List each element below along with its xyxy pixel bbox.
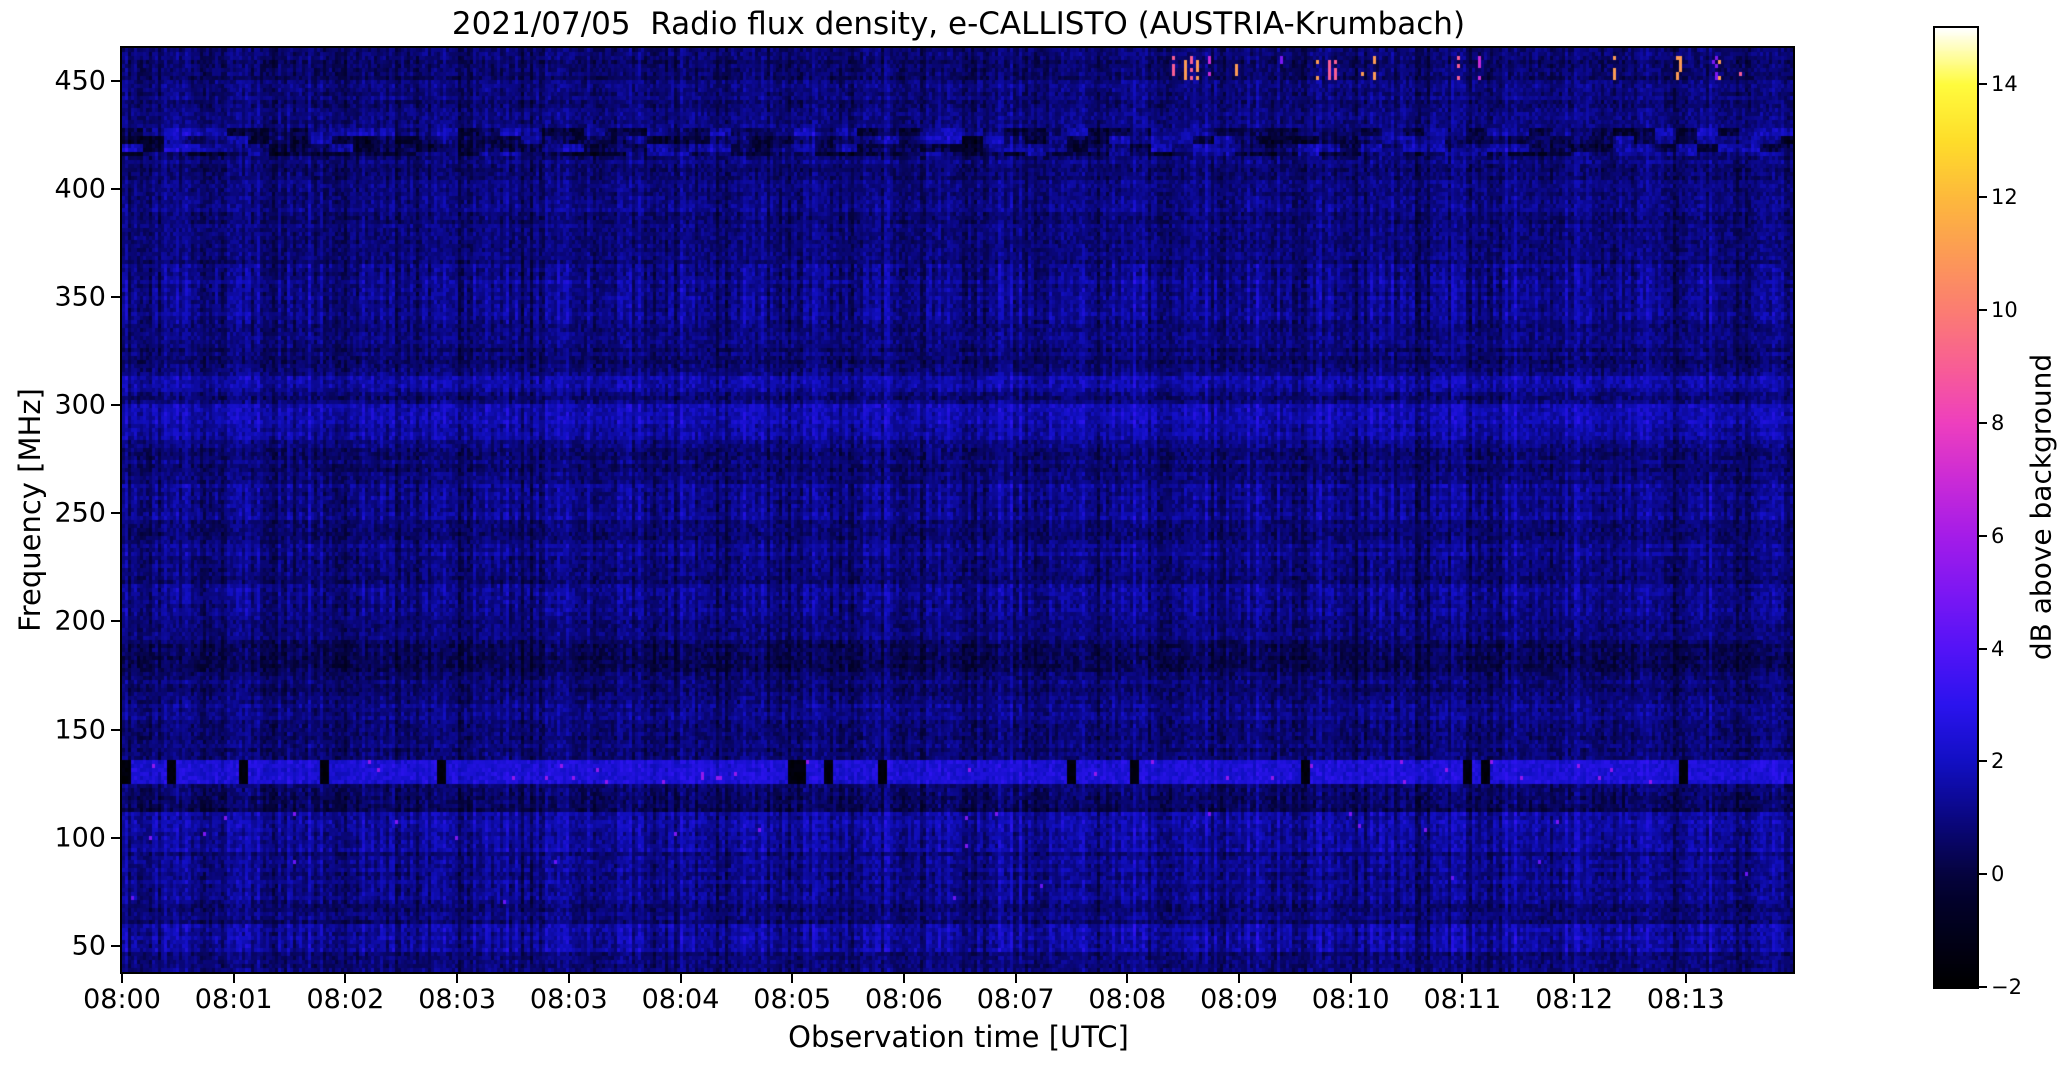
x-tick-mark: [679, 974, 682, 983]
y-tick-label: 300: [54, 389, 106, 421]
x-tick-label: 08:03: [418, 984, 496, 1015]
x-tick-label: 08:04: [641, 984, 720, 1015]
y-tick-mark: [111, 404, 120, 407]
colorbar-tick-mark: [1979, 534, 1987, 537]
x-tick-mark: [1573, 974, 1576, 983]
x-tick-mark: [1349, 974, 1352, 983]
x-tick-label: 08:11: [1423, 984, 1502, 1015]
x-tick-label: 08:03: [529, 984, 608, 1015]
x-tick-label: 08:09: [1200, 984, 1278, 1015]
spectrogram-heatmap: [122, 48, 1793, 972]
x-tick-mark: [1461, 974, 1464, 983]
x-tick-mark: [1126, 974, 1129, 983]
colorbar-tick-mark: [1979, 873, 1987, 876]
x-tick-mark: [791, 974, 794, 983]
y-tick-label: 200: [54, 605, 106, 637]
x-tick-label: 08:13: [1646, 984, 1725, 1015]
y-tick-mark: [111, 187, 120, 190]
x-tick-mark: [567, 974, 570, 983]
x-tick-mark: [902, 974, 905, 983]
colorbar-tick-label: 0: [1991, 862, 2005, 887]
colorbar-tick-label: 6: [1991, 523, 2005, 548]
x-axis-label: Observation time [UTC]: [788, 1020, 1129, 1054]
colorbar: [1933, 26, 1979, 989]
x-tick-label: 08:10: [1311, 984, 1390, 1015]
colorbar-tick-label: 10: [1991, 298, 2018, 323]
y-tick-mark: [111, 728, 120, 731]
x-tick-label: 08:06: [864, 984, 943, 1015]
x-tick-label: 08:02: [306, 984, 385, 1015]
x-tick-label: 08:07: [976, 984, 1055, 1015]
colorbar-tick-label: −2: [1991, 975, 2022, 999]
colorbar-tick-mark: [1979, 421, 1987, 424]
colorbar-tick-label: 12: [1991, 185, 2018, 210]
colorbar-tick-mark: [1979, 986, 1987, 988]
colorbar-tick-mark: [1979, 196, 1987, 199]
x-tick-label: 08:12: [1535, 984, 1613, 1015]
colorbar-tick-label: 14: [1991, 72, 2018, 97]
colorbar-tick-mark: [1979, 309, 1987, 312]
colorbar-tick-mark: [1979, 760, 1987, 763]
x-tick-mark: [1014, 974, 1017, 983]
colorbar-tick-mark: [1979, 83, 1987, 86]
colorbar-tick-mark: [1979, 647, 1987, 650]
x-tick-label: 08:08: [1088, 984, 1167, 1015]
x-tick-mark: [456, 974, 459, 983]
y-tick-label: 400: [54, 173, 106, 205]
y-tick-mark: [111, 620, 120, 623]
y-tick-label: 100: [54, 822, 106, 854]
x-tick-label: 08:00: [83, 984, 161, 1015]
colorbar-tick-label: 8: [1991, 410, 2005, 435]
colorbar-tick-label: 4: [1991, 636, 2005, 661]
y-tick-label: 250: [54, 497, 106, 529]
x-tick-mark: [1238, 974, 1240, 983]
x-tick-mark: [344, 974, 347, 983]
y-tick-mark: [111, 295, 120, 298]
colorbar-label: dB above background: [2024, 353, 2058, 661]
x-tick-label: 08:05: [753, 984, 832, 1015]
y-tick-label: 50: [71, 930, 106, 962]
y-tick-label: 350: [54, 281, 106, 313]
y-tick-mark: [111, 79, 120, 82]
y-tick-label: 150: [54, 714, 106, 746]
x-tick-label: 08:01: [194, 984, 273, 1015]
y-tick-mark: [111, 512, 120, 515]
x-tick-mark: [121, 974, 123, 983]
plot-area: [120, 46, 1795, 974]
colorbar-gradient: [1935, 28, 1977, 987]
chart-title: 2021/07/05 Radio flux density, e-CALLIST…: [451, 6, 1466, 42]
x-tick-mark: [1684, 974, 1687, 983]
y-tick-mark: [111, 836, 120, 839]
x-tick-mark: [232, 974, 235, 983]
y-tick-mark: [111, 944, 120, 947]
y-tick-label: 450: [54, 65, 106, 97]
colorbar-tick-label: 2: [1991, 749, 2005, 774]
